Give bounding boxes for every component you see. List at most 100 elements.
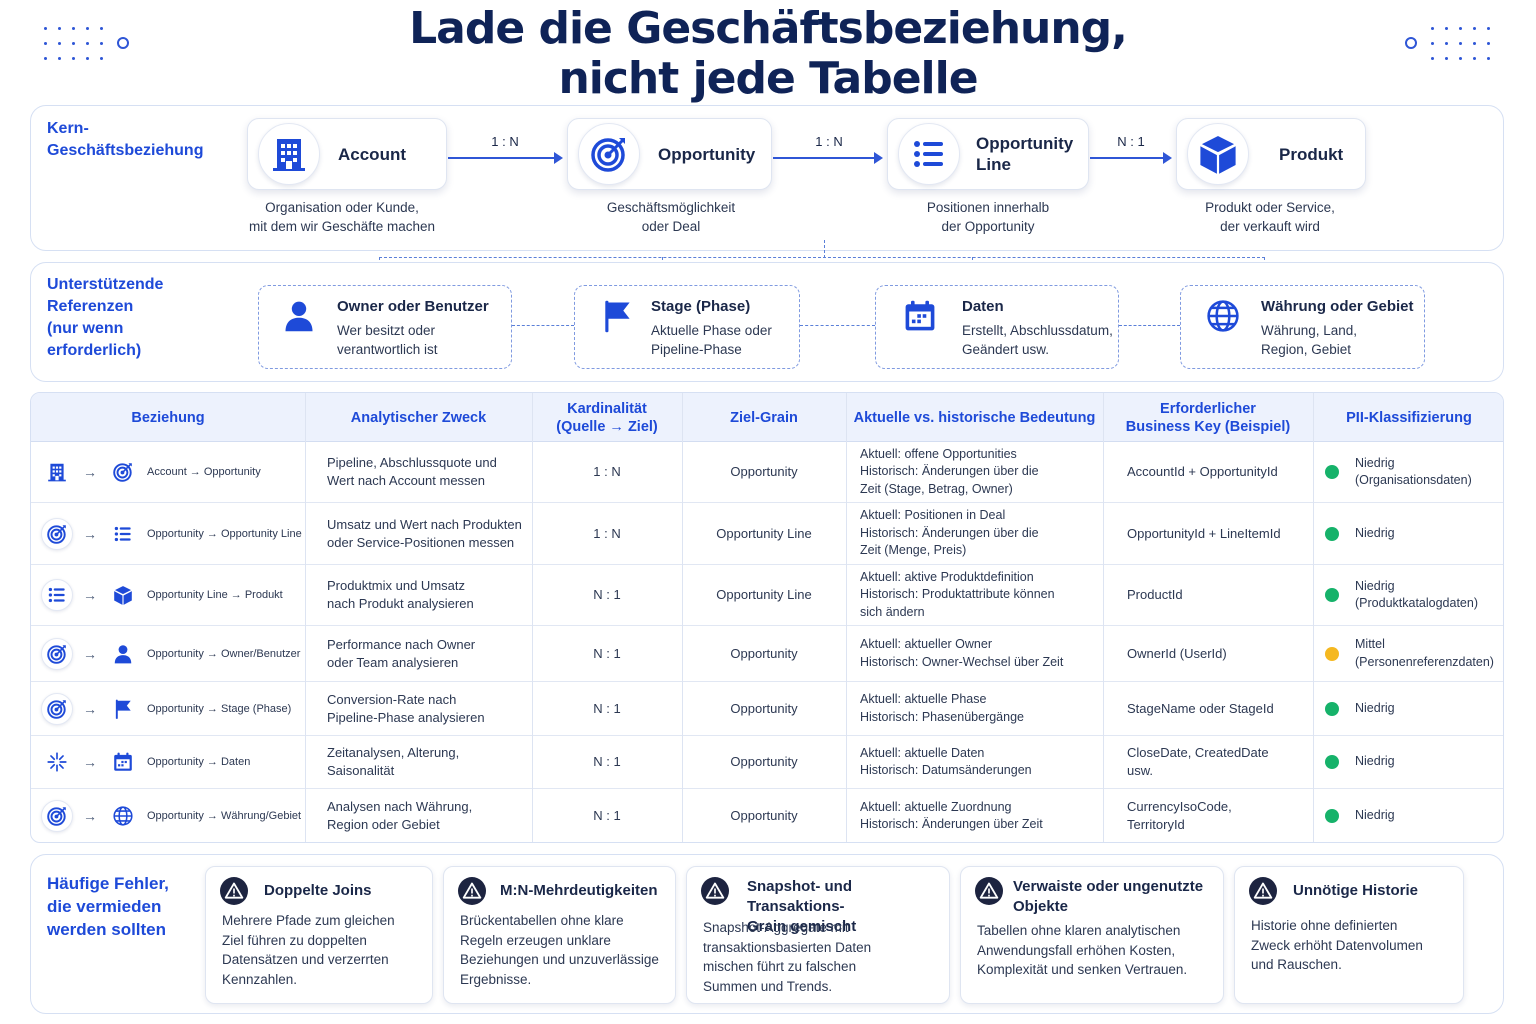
warning-icon [701, 877, 729, 905]
entity-opportunity-line: Opportunity Line [887, 118, 1089, 190]
cell-kardinalitaet: N : 1 [593, 587, 621, 602]
error-card-doppelte-joins: Doppelte Joins Mehrere Pfade zum gleiche… [205, 866, 433, 1004]
user-icon [281, 298, 317, 334]
error-card-mn: M:N-Mehrdeutigkeiten Brückentabellen ohn… [443, 866, 676, 1004]
cell-zweck: Performance nach Owner oder Team analysi… [327, 636, 476, 670]
support-label: Unterstützende Referenzen (nur wenn erfo… [47, 276, 164, 359]
col-header-zweck: Analytischer Zweck [350, 409, 487, 426]
warning-icon [462, 881, 482, 901]
cell-grain: Opportunity [730, 645, 798, 661]
errors-label: Häufige Fehler, die vermieden werden sol… [47, 874, 169, 939]
warning-icon [705, 881, 725, 901]
relation-to-icon [107, 746, 139, 778]
entity-desc-opportunity-line: Positionen innerhalb der Opportunity [926, 200, 1050, 234]
pii-status-dot [1325, 809, 1339, 823]
error-card-historie: Unnötige Historie Historie ohne definier… [1234, 866, 1464, 1004]
ref-owner: Owner oder Benutzer Wer besitzt oder vera… [258, 285, 512, 369]
cell-beziehung: → Opportunity → Währung/Gebiet [31, 789, 305, 842]
cell-beziehung: → Opportunity → Owner/Benutzer [31, 626, 305, 681]
cell-business-key: CloseDate, CreatedDate usw. [1127, 745, 1269, 778]
ref-daten: Daten Erstellt, Abschlussdatum, Geändert … [875, 285, 1119, 369]
warning-icon [1249, 877, 1277, 905]
pii-label: Niedrig [1355, 525, 1395, 540]
relation-from-icon [41, 456, 73, 488]
pii-label: Niedrig (Produktkatalogdaten) [1355, 578, 1478, 611]
cell-bedeutung: Aktuell: aktueller Owner Historisch: Own… [860, 637, 1064, 669]
cell-kardinalitaet: 1 : N [593, 525, 621, 541]
decor-dots-left [44, 27, 104, 61]
relation-from-icon [41, 517, 73, 550]
cell-zweck: Umsatz und Wert nach Produkten oder Serv… [327, 516, 522, 550]
relation-arrow [1090, 152, 1172, 164]
relation-to-icon [107, 692, 139, 725]
pii-label: Mittel (Personenreferenzdaten) [1355, 637, 1494, 669]
cell-kardinalitaet: N : 1 [593, 808, 621, 823]
globe-icon [1205, 298, 1241, 334]
cell-business-key: StageName oder StageId [1127, 700, 1274, 716]
relation-from-icon [41, 746, 73, 778]
connector [824, 240, 825, 258]
relation-label: Opportunity → Owner/Benutzer [147, 647, 301, 660]
cell-grain: Opportunity [730, 754, 798, 769]
arrow-icon: → [83, 808, 97, 824]
cardinality-label: N : 1 [1117, 134, 1145, 149]
relation-to-icon [107, 579, 139, 611]
relation-label: Opportunity → Opportunity Line [147, 527, 302, 540]
table-row: → Opportunity → Währung/Gebiet Analysen … [31, 789, 1503, 842]
cell-pii: Niedrig (Produktkatalogdaten) [1313, 565, 1503, 625]
error-card-verwaist: Verwaiste oder ungenutzte Objekte Tabell… [960, 866, 1224, 1004]
pii-status-dot [1325, 701, 1339, 716]
table-row: → Opportunity → Opportunity Line Umsatz … [31, 503, 1503, 565]
table-row: → Opportunity Line → Produkt Produktmix … [31, 565, 1503, 626]
pii-status-dot [1325, 526, 1339, 541]
entity-opportunity: Opportunity [567, 118, 772, 190]
cube-icon [1196, 132, 1240, 176]
arrow-icon: → [83, 525, 97, 542]
list-icon [909, 134, 949, 174]
entity-produkt: Produkt [1176, 118, 1366, 190]
calendar-icon [902, 298, 938, 334]
relation-from-icon [41, 579, 73, 611]
relation-label: Opportunity Line → Produkt [147, 589, 283, 601]
cell-bedeutung: Aktuell: aktuelle Daten Historisch: Datu… [860, 745, 1032, 778]
pii-status-dot [1325, 755, 1339, 769]
entity-desc-account: Organisation oder Kunde, mit dem wir Ges… [248, 200, 436, 234]
cell-beziehung: → Opportunity Line → Produkt [31, 565, 305, 625]
cell-bedeutung: Aktuell: aktuelle Phase Historisch: Phas… [860, 692, 1024, 724]
building-icon [269, 134, 309, 174]
table-row: → Opportunity → Stage (Phase) Conversion… [31, 682, 1503, 736]
target-icon [589, 134, 629, 174]
relation-label: Account → Opportunity [147, 466, 261, 478]
relation-from-icon [41, 800, 73, 832]
relation-to-icon [107, 456, 139, 488]
cell-beziehung: → Account → Opportunity [31, 442, 305, 502]
arrow-icon: → [83, 754, 97, 770]
relation-label: Opportunity → Stage (Phase) [147, 702, 292, 715]
cell-kardinalitaet: N : 1 [593, 645, 621, 661]
arrow-icon: → [83, 587, 97, 603]
pii-label: Niedrig (Organisationsdaten) [1355, 455, 1472, 488]
cell-grain: Opportunity [730, 464, 798, 479]
decor-dots-right [1431, 27, 1491, 61]
relation-to-icon [107, 800, 139, 832]
relation-arrow [448, 152, 563, 164]
table-row: → Account → Opportunity Pipeline, Abschl… [31, 442, 1503, 503]
cell-bedeutung: Aktuell: Positionen in Deal Historisch: … [860, 508, 1039, 558]
pii-label: Niedrig [1355, 808, 1395, 823]
cell-beziehung: → Opportunity → Stage (Phase) [31, 682, 305, 735]
entity-desc-opportunity: Geschäftsmöglichkeit oder Deal [606, 200, 736, 234]
cell-kardinalitaet: N : 1 [593, 700, 621, 716]
warning-icon [224, 881, 244, 901]
pii-label: Niedrig [1355, 754, 1395, 769]
cell-grain: Opportunity [730, 700, 798, 716]
error-card-snapshot: Snapshot- und Transaktions- Grain gemisc… [686, 866, 950, 1004]
relation-label: Opportunity → Währung/Gebiet [147, 810, 302, 822]
entity-account: Account [247, 118, 447, 190]
cardinality-label: 1 : N [491, 134, 519, 149]
table-row: → Opportunity → Owner/Benutzer Performan… [31, 626, 1503, 682]
connector [512, 325, 574, 326]
cell-beziehung: → Opportunity → Opportunity Line [31, 503, 305, 564]
connector [379, 257, 1265, 258]
pii-status-dot [1325, 588, 1339, 602]
cell-grain: Opportunity Line [716, 525, 812, 541]
